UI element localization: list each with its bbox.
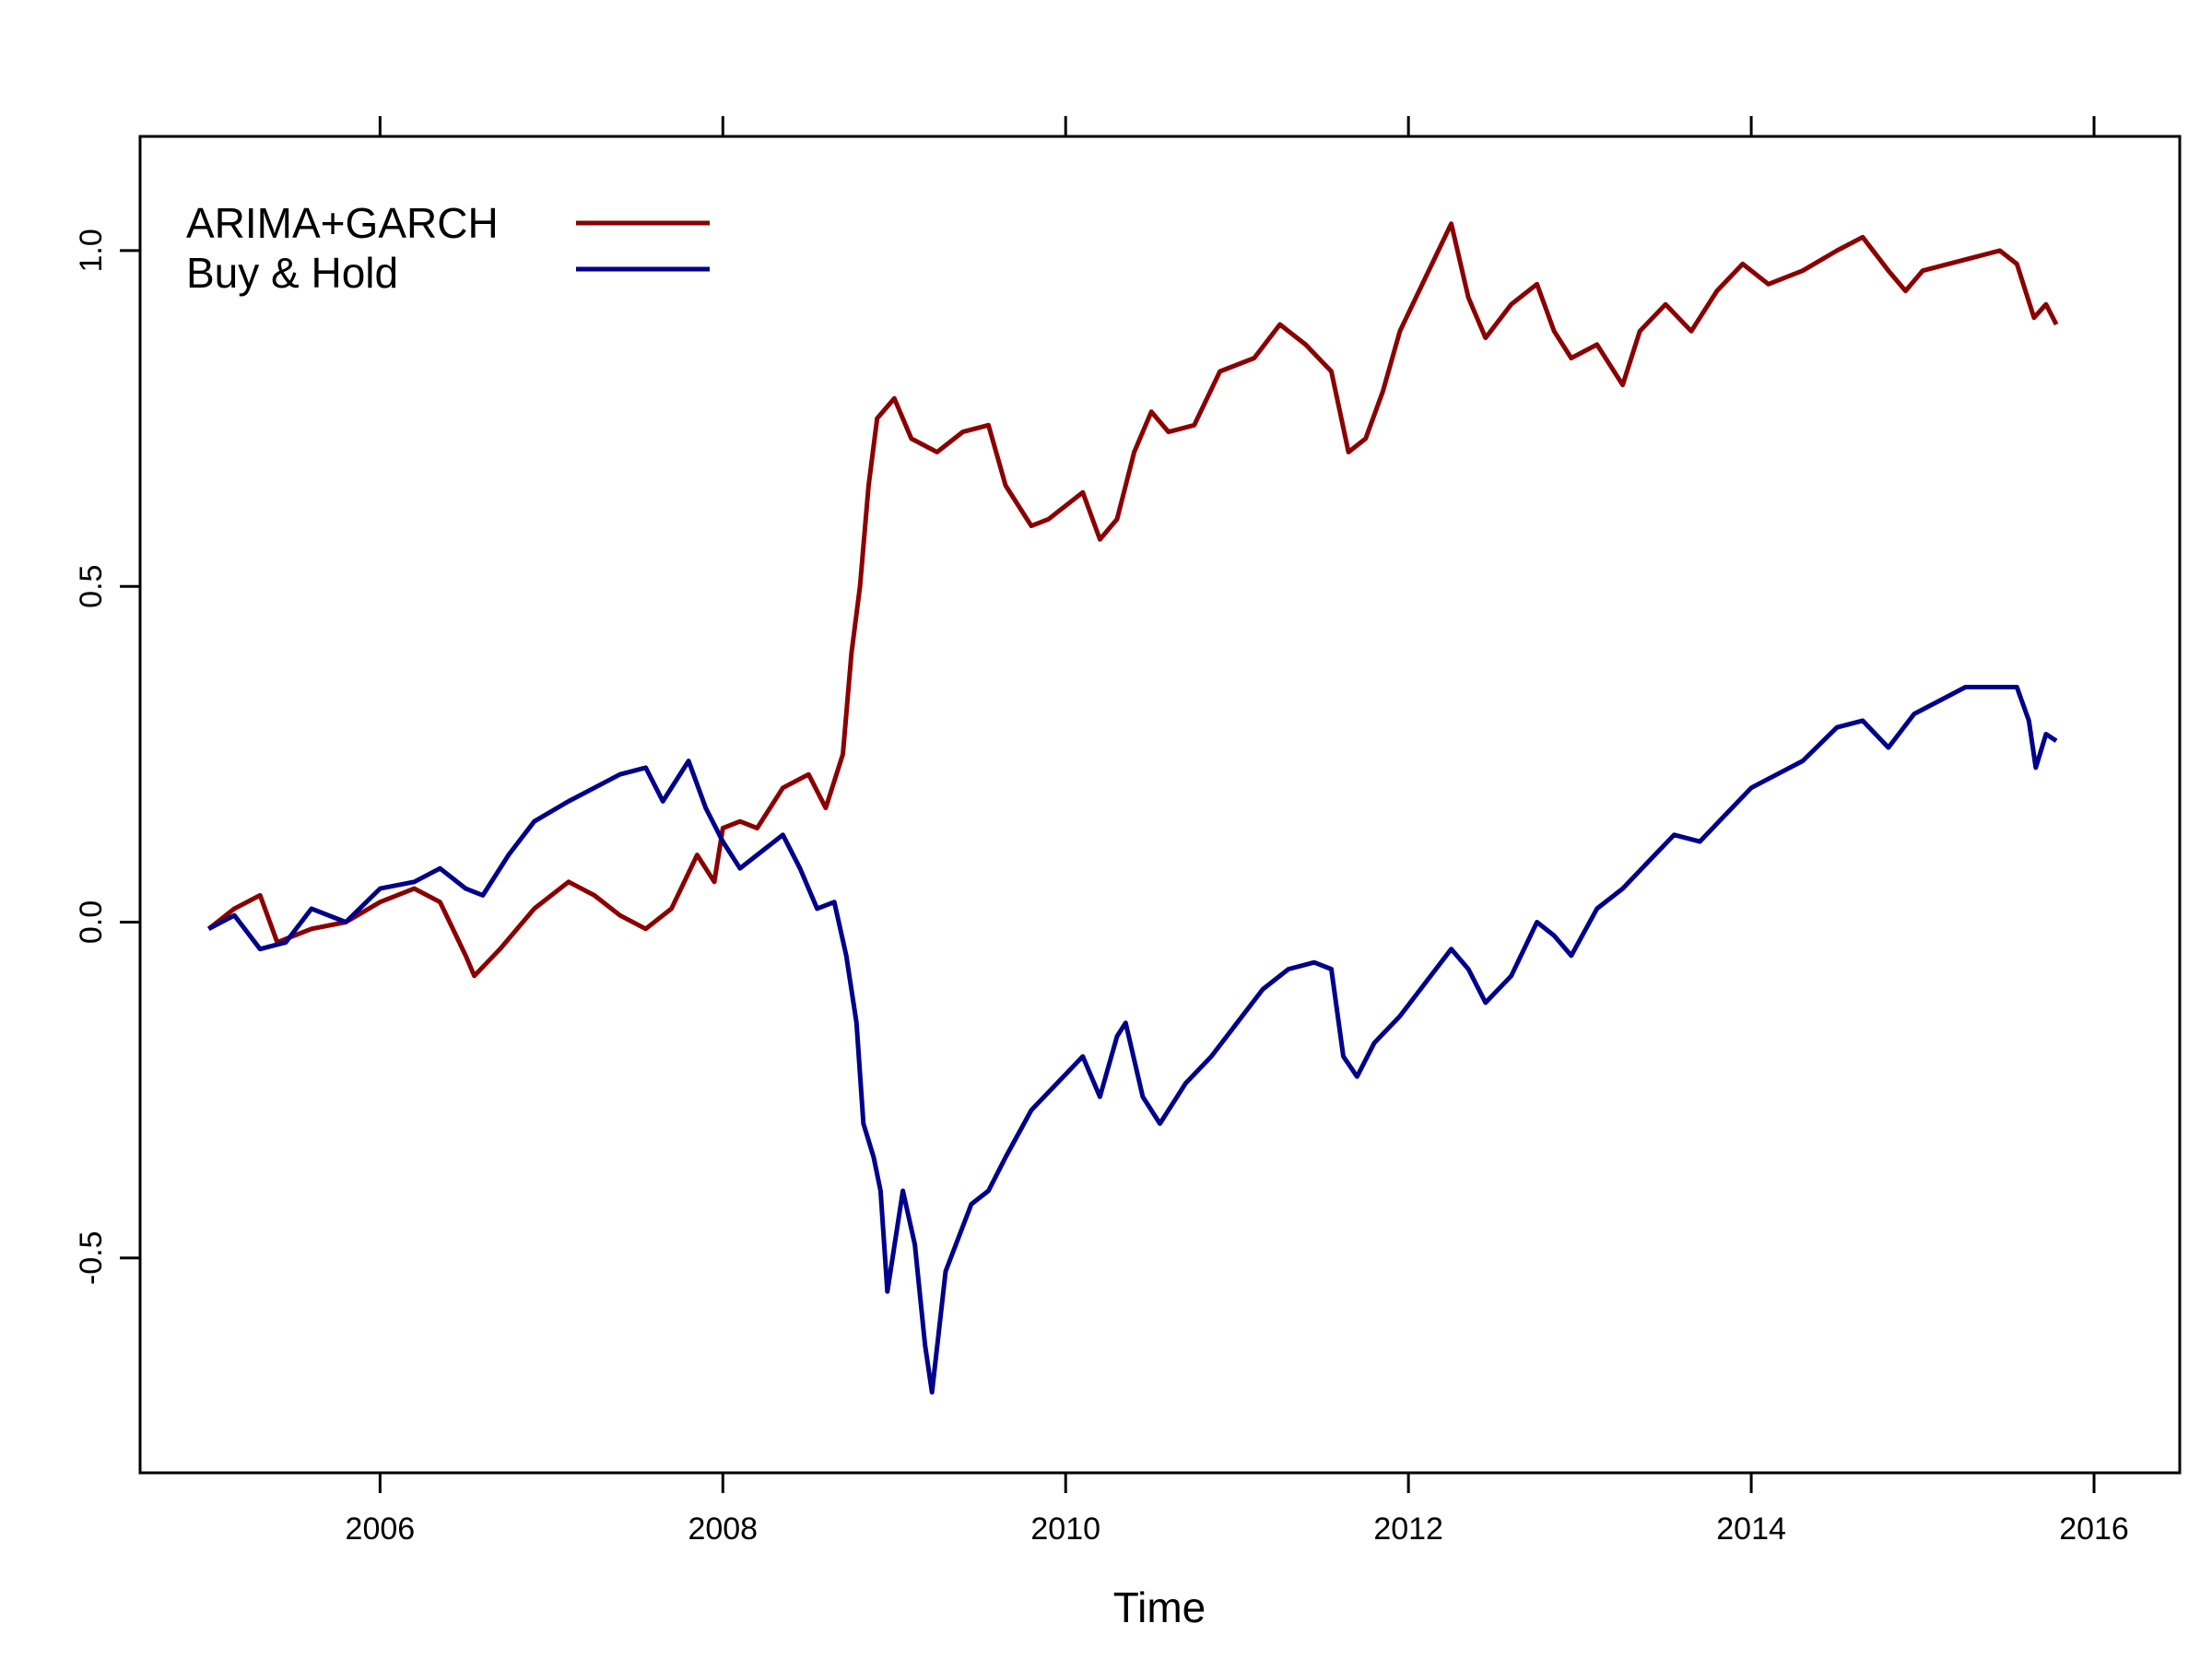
legend-label-arima-garch: ARIMA+GARCH (186, 199, 499, 247)
legend: ARIMA+GARCH Buy & Hold (186, 199, 710, 297)
x-axis-title: Time (1113, 1583, 1206, 1631)
y-tick-label--0.5: -0.5 (74, 1231, 109, 1286)
x-tick-label-2006: 2006 (346, 1512, 416, 1547)
x-tick-label-2016: 2016 (2059, 1512, 2129, 1547)
legend-label-buy-hold: Buy & Hold (186, 249, 398, 297)
y-tick-label-1.0: 1.0 (74, 229, 109, 272)
x-tick-label-2010: 2010 (1030, 1512, 1100, 1547)
x-tick-label-2012: 2012 (1373, 1512, 1443, 1547)
y-tick-label-0.0: 0.0 (74, 900, 109, 944)
x-tick-label-2014: 2014 (1716, 1512, 1786, 1547)
series-layer (206, 221, 2059, 1395)
x-axis: 2006 2008 2010 2012 2014 2016 (346, 116, 2129, 1547)
series-line-buy-hold (207, 685, 2058, 1395)
y-axis: -0.5 0.0 0.5 1.0 (74, 229, 140, 1285)
x-tick-label-2008: 2008 (688, 1512, 758, 1547)
plot-frame (138, 135, 2182, 1475)
series-line-arima-garch (206, 221, 2059, 979)
y-tick-label-0.5: 0.5 (74, 565, 109, 608)
